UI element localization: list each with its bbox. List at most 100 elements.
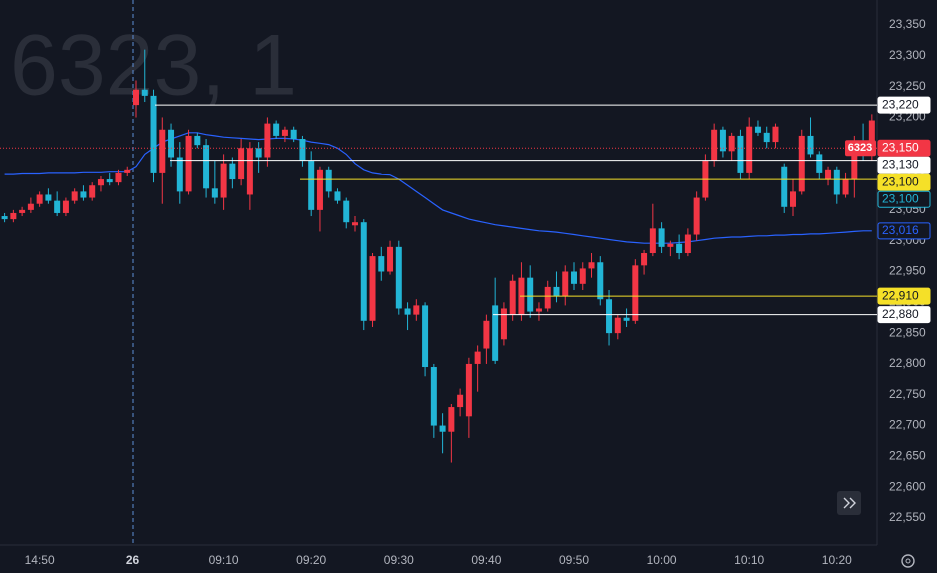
candle-body (807, 135, 814, 155)
x-tick-label: 09:20 (296, 553, 326, 567)
price-label-box (877, 156, 931, 174)
price-label: 22,910 (882, 288, 919, 302)
y-tick-label: 22,600 (889, 479, 926, 493)
candle-body (667, 243, 674, 247)
candle-body (544, 286, 551, 309)
candle-body (527, 277, 534, 312)
candle-body (614, 317, 621, 334)
candle-body (833, 169, 840, 195)
candle-body (404, 308, 411, 315)
candle-body (238, 148, 245, 180)
candle-body (579, 268, 586, 284)
x-tick-label: 09:50 (559, 553, 589, 567)
candle-body (54, 200, 61, 213)
candle-body (246, 148, 253, 195)
candle-body (229, 163, 236, 180)
candle-body (19, 209, 26, 213)
y-tick-label: 22,800 (889, 356, 926, 370)
candle-body (719, 129, 726, 152)
settings-button[interactable] (901, 554, 915, 568)
candle-body (308, 160, 315, 210)
candle-body (71, 191, 78, 201)
y-tick-label: 22,550 (889, 510, 926, 524)
candle-body (763, 132, 770, 143)
price-label: 23,220 (882, 97, 919, 111)
candle-body (483, 320, 490, 349)
settings-icon[interactable] (901, 554, 915, 568)
price-label-box (877, 222, 931, 240)
candle-body (562, 271, 569, 297)
candle-body (465, 363, 472, 417)
y-tick-label: 22,700 (889, 418, 926, 432)
candle-body (325, 169, 332, 192)
candle-body (62, 200, 69, 213)
candle-body (36, 194, 43, 204)
candle-body (798, 135, 805, 192)
candle-body (781, 166, 788, 207)
candle-body (97, 179, 104, 186)
candle-body (693, 197, 700, 235)
candle-body (27, 203, 34, 210)
candle-body (106, 179, 113, 183)
candle-body (641, 253, 648, 266)
candle-body (500, 308, 507, 340)
x-tick-label: 26 (126, 553, 140, 567)
y-tick-label: 23,350 (889, 17, 926, 31)
scroll-icon[interactable] (843, 497, 856, 509)
price-label-box (877, 287, 931, 305)
candle-body (334, 191, 341, 201)
moving-average (4, 132, 872, 244)
candle-body (413, 305, 420, 315)
candle-body (141, 89, 148, 96)
price-label-box (877, 139, 931, 157)
y-tick-label: 22,650 (889, 449, 926, 463)
x-tick-label: 14:50 (25, 553, 55, 567)
scroll-button[interactable] (837, 491, 861, 515)
candle-body (492, 305, 499, 361)
candle-body (264, 123, 271, 158)
price-label-box (877, 306, 931, 324)
candle-body (535, 308, 542, 312)
price-label-box (877, 96, 931, 114)
candle-body (474, 351, 481, 364)
candle-body (728, 135, 735, 152)
candle-body (684, 234, 691, 254)
x-tick-label: 09:10 (209, 553, 239, 567)
x-tick-label: 09:30 (384, 553, 414, 567)
settings-icon-center[interactable] (905, 558, 911, 564)
candle-body (588, 262, 595, 269)
candle-body (422, 305, 429, 368)
candle-body (430, 367, 437, 426)
candle-body (790, 191, 796, 207)
y-tick-label: 22,750 (889, 387, 926, 401)
candle-body (439, 425, 446, 432)
candle-body (220, 163, 227, 198)
candle-body (842, 179, 849, 195)
candle-body (45, 194, 52, 201)
candle-body (211, 188, 218, 198)
x-tick-label: 10:00 (647, 553, 677, 567)
candle-body (133, 89, 139, 106)
candle-body (255, 148, 262, 158)
candle-body (658, 228, 665, 247)
candle-body (606, 299, 613, 334)
candle-body (737, 135, 744, 173)
candle-body (448, 407, 455, 432)
candle-body (632, 265, 639, 321)
candle-body (457, 394, 464, 408)
candle-body (194, 135, 201, 146)
price-label: 22,880 (882, 307, 919, 321)
candle-body (378, 256, 385, 272)
candle-body (676, 243, 683, 254)
candle-body (352, 222, 358, 226)
candle-body (369, 256, 376, 321)
candle-body (281, 129, 288, 136)
x-tick-label: 10:20 (822, 553, 852, 567)
y-tick-label: 23,300 (889, 48, 926, 62)
candle-body (597, 262, 604, 300)
candle-body (273, 123, 280, 136)
candle-body (395, 246, 402, 309)
price-label-box (877, 190, 931, 208)
